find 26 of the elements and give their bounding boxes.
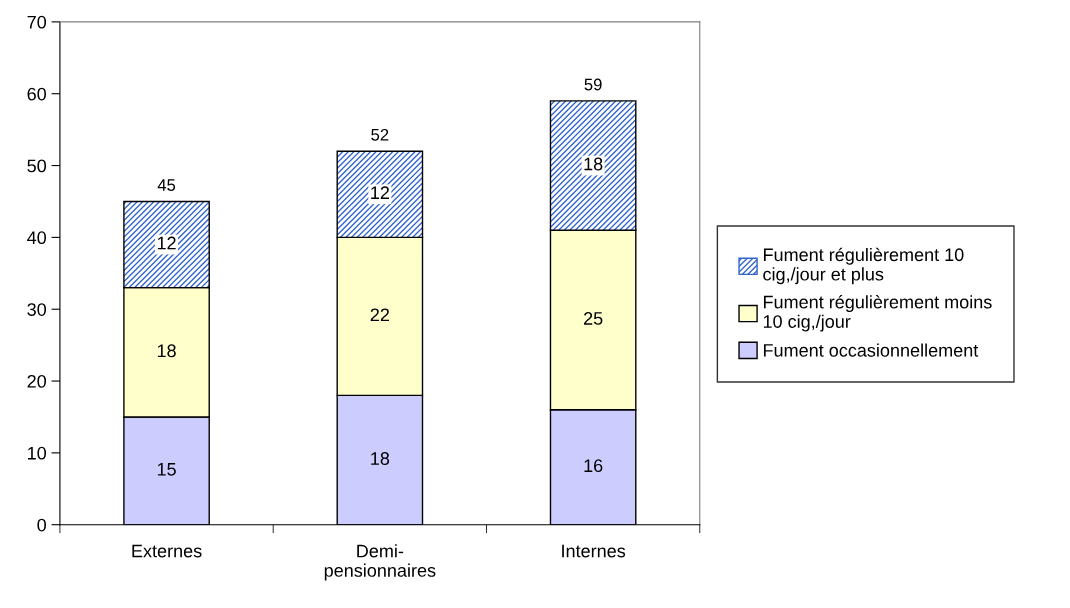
x-tick-label: Externes [132, 544, 202, 558]
data-label: 18 [371, 452, 390, 465]
data-label: 12 [157, 236, 176, 250]
total-label: 45 [157, 179, 176, 191]
y-tick-label: 20 [27, 374, 47, 388]
y-tick-label: 40 [27, 231, 47, 245]
data-label: 12 [371, 186, 389, 199]
y-tick-label: 50 [27, 159, 47, 173]
total-label: 59 [584, 78, 602, 91]
data-label: 16 [584, 459, 603, 473]
y-tick-label: 10 [28, 446, 47, 460]
data-label: 15 [157, 463, 176, 476]
data-label: 25 [584, 312, 603, 325]
data-label: 18 [584, 157, 603, 171]
data-label: 22 [370, 308, 389, 322]
legend-label: Fument régulièrement moins 10 cig,/jour [763, 294, 992, 332]
y-tick-label: 60 [27, 87, 47, 101]
y-tick-label: 30 [27, 303, 47, 316]
legend-label: Fument régulièrement 10 cig,/jour et plus [763, 247, 964, 285]
x-tick-label: Demi- pensionnaires [324, 544, 436, 581]
data-label: 18 [157, 344, 176, 358]
x-tick-label: Internes [562, 544, 626, 558]
total-label: 52 [371, 128, 389, 141]
y-tick-label: 0 [37, 518, 47, 532]
legend-label: Fument occasionnellement [763, 343, 979, 357]
y-tick-label: 70 [27, 15, 47, 29]
